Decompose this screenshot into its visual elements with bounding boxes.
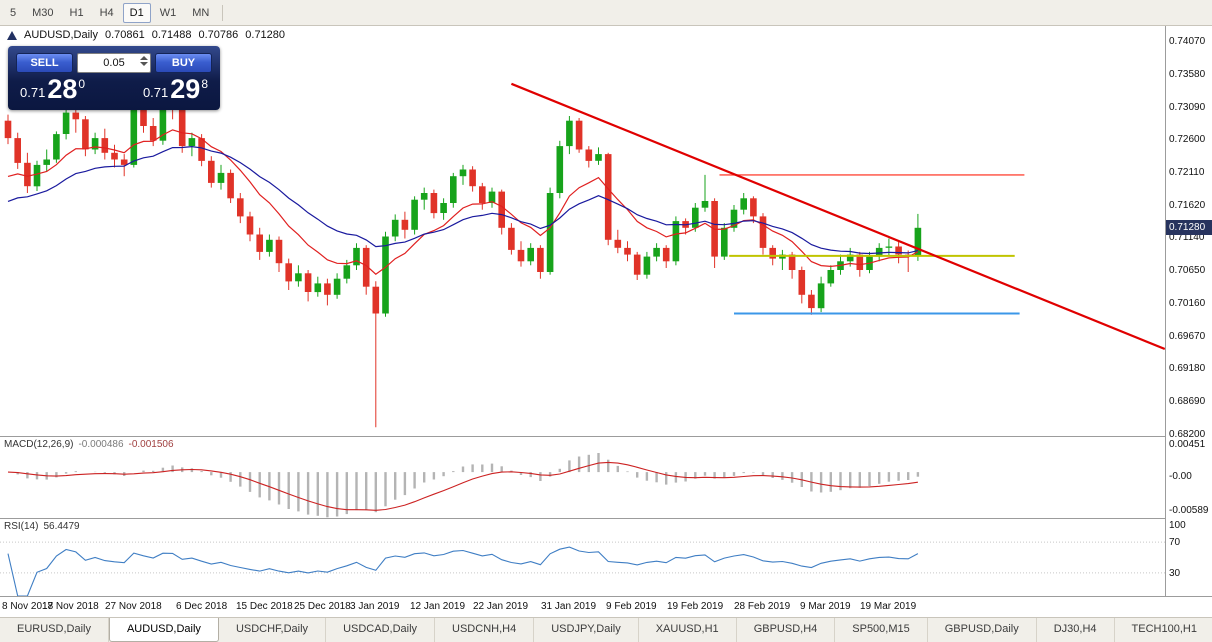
price-axis-label: 0.70160 <box>1169 297 1206 309</box>
sell-price-big: 0.71 <box>20 85 46 100</box>
macd-title: MACD(12,26,9) <box>4 439 74 450</box>
macd-axis-label: 0.00451 <box>1169 439 1206 450</box>
buy-button[interactable]: BUY <box>155 53 212 73</box>
macd-pane: MACD(12,26,9) -0.000486 -0.001506 <box>0 437 1165 518</box>
volume-up-icon[interactable] <box>140 56 148 60</box>
price-axis-label: 0.69180 <box>1169 363 1206 375</box>
price-axis-label: 0.68690 <box>1169 396 1206 408</box>
date-axis-label: 28 Feb 2019 <box>734 601 791 612</box>
sell-price-point: 0 <box>78 77 86 91</box>
date-axis-label: 25 Dec 2018 <box>294 601 351 612</box>
price-axis-label: 0.68200 <box>1169 428 1206 440</box>
timeframe-w1[interactable]: W1 <box>159 6 177 19</box>
price-axis-label: 0.74070 <box>1169 35 1206 47</box>
chart-tab-tech100-h1[interactable]: TECH100,H1 <box>1115 618 1212 642</box>
chart-tab-dj30-h4[interactable]: DJ30,H4 <box>1037 618 1115 642</box>
buy-price-big: 0.71 <box>142 85 169 100</box>
price-axis-label: 0.73580 <box>1169 68 1206 80</box>
chart-tab-gbpusd-h4[interactable]: GBPUSD,H4 <box>737 618 836 642</box>
rsi-value: 56.4479 <box>43 521 80 532</box>
macd-chart-canvas[interactable] <box>0 437 1165 518</box>
pane-splitter[interactable] <box>0 596 1212 597</box>
date-axis-label: 3 Jan 2019 <box>350 601 400 612</box>
price-axis-label: 0.73090 <box>1169 101 1206 113</box>
chart-tab-usdcad-daily[interactable]: USDCAD,Daily <box>326 618 436 642</box>
timeframe-d1[interactable]: D1 <box>122 2 151 23</box>
rsi-chart-canvas[interactable] <box>0 519 1165 596</box>
chart-tab-sp500-m15[interactable]: SP500,M15 <box>835 618 928 642</box>
sell-button[interactable]: SELL <box>16 53 73 73</box>
date-axis-label: 12 Jan 2019 <box>410 601 466 612</box>
ohlc-open: 0.70861 <box>104 29 145 41</box>
one-click-trading-panel: SELL 0.05 BUY 0.71 28 0 0.7 <box>8 46 220 110</box>
chart-tab-usdjpy-daily[interactable]: USDJPY,Daily <box>534 618 639 642</box>
macd-axis-label: -0.00 <box>1169 470 1192 482</box>
volume-spinner <box>140 56 148 66</box>
timeframe-h4[interactable]: H4 <box>99 6 114 19</box>
date-axis-label: 17 Nov 2018 <box>42 601 99 612</box>
chart-header: AUDUSD,Daily 0.70861 0.71488 0.70786 0.7… <box>7 29 285 41</box>
rsi-label: RSI(14) 56.4479 <box>4 521 80 532</box>
date-axis-label: 6 Dec 2018 <box>176 601 228 612</box>
price-axis-label: 0.69670 <box>1169 330 1206 342</box>
price-axis-label: 0.70650 <box>1169 264 1206 276</box>
timeframe-mn[interactable]: MN <box>192 6 210 19</box>
timeframe-toolbar: 5 M30 H1 H4 D1 W1 MN <box>0 0 1212 26</box>
timeframe-m30[interactable]: M30 <box>32 6 54 19</box>
rsi-axis-label: 70 <box>1169 537 1181 549</box>
date-axis-label: 8 Nov 2018 <box>2 601 54 612</box>
price-pane: AUDUSD,Daily 0.70861 0.71488 0.70786 0.7… <box>0 26 1165 436</box>
chart-area: AUDUSD,Daily 0.70861 0.71488 0.70786 0.7… <box>0 26 1212 617</box>
timeframe-h1[interactable]: H1 <box>69 6 84 19</box>
ohlc-low: 0.70786 <box>198 29 239 41</box>
buy-price-point: 8 <box>201 77 208 91</box>
chart-tab-audusd-daily[interactable]: AUDUSD,Daily <box>108 618 219 642</box>
rsi-axis-label: 100 <box>1169 520 1186 531</box>
volume-input[interactable]: 0.05 <box>77 53 151 73</box>
time-axis[interactable]: 8 Nov 2018 17 Nov 2018 27 Nov 2018 6 Dec 20… <box>0 597 1212 617</box>
date-axis-label: 31 Jan 2019 <box>541 601 597 612</box>
chart-tab-gbpusd-daily[interactable]: GBPUSD,Daily <box>928 618 1037 642</box>
macd-label: MACD(12,26,9) -0.000486 -0.001506 <box>4 439 174 450</box>
current-price-badge: 0.71280 <box>1166 220 1212 235</box>
pane-splitter[interactable] <box>0 436 1212 437</box>
timeframe-5[interactable]: 5 <box>10 6 17 19</box>
date-axis-label: 15 Dec 2018 <box>236 601 293 612</box>
pane-splitter[interactable] <box>0 518 1212 519</box>
macd-value-signal: -0.001506 <box>128 439 174 450</box>
ohlc-close: 0.71280 <box>245 29 286 41</box>
rsi-axis-label: 30 <box>1169 567 1181 579</box>
chart-tab-usdcnh-h4[interactable]: USDCNH,H4 <box>435 618 535 642</box>
price-axis-label: 0.72110 <box>1169 167 1205 179</box>
one-click-collapse-icon[interactable] <box>7 30 17 40</box>
symbol-period-label: AUDUSD,Daily <box>24 29 98 41</box>
date-axis-label: 27 Nov 2018 <box>105 601 162 612</box>
macd-axis-label: -0.00589 <box>1169 505 1209 516</box>
volume-down-icon[interactable] <box>140 62 148 66</box>
rsi-title: RSI(14) <box>4 521 39 532</box>
chart-tab-xauusd-h1[interactable]: XAUUSD,H1 <box>639 618 737 642</box>
date-axis-label: 9 Feb 2019 <box>606 601 657 612</box>
chart-tab-usdchf-daily[interactable]: USDCHF,Daily <box>219 618 327 642</box>
sell-price-pips: 28 <box>47 74 78 104</box>
date-axis-label: 19 Mar 2019 <box>860 601 917 612</box>
date-axis-label: 19 Feb 2019 <box>667 601 724 612</box>
volume-value: 0.05 <box>103 57 125 69</box>
price-axis-label: 0.71620 <box>1169 200 1206 212</box>
rsi-pane: RSI(14) 56.4479 <box>0 519 1165 596</box>
chart-tab-eurusd-daily[interactable]: EURUSD,Daily <box>0 618 109 642</box>
price-axis[interactable]: 0.74070 0.73580 0.73090 0.72600 0.72110 0.716… <box>1165 26 1212 596</box>
toolbar-separator <box>222 4 224 21</box>
macd-value-main: -0.000486 <box>78 439 124 450</box>
price-axis-label: 0.72600 <box>1169 134 1206 146</box>
price-axis-label: 0.71140 <box>1169 232 1205 244</box>
ohlc-high: 0.71488 <box>151 29 192 41</box>
chart-tabs-bar: EURUSD,Daily AUDUSD,Daily USDCHF,Daily USDC… <box>0 617 1212 642</box>
date-axis-label: 9 Mar 2019 <box>800 601 851 612</box>
date-axis-label: 22 Jan 2019 <box>473 601 529 612</box>
buy-price: 0.71 29 8 <box>143 76 208 103</box>
sell-price: 0.71 28 0 <box>20 76 85 103</box>
buy-price-pips: 29 <box>170 74 201 104</box>
